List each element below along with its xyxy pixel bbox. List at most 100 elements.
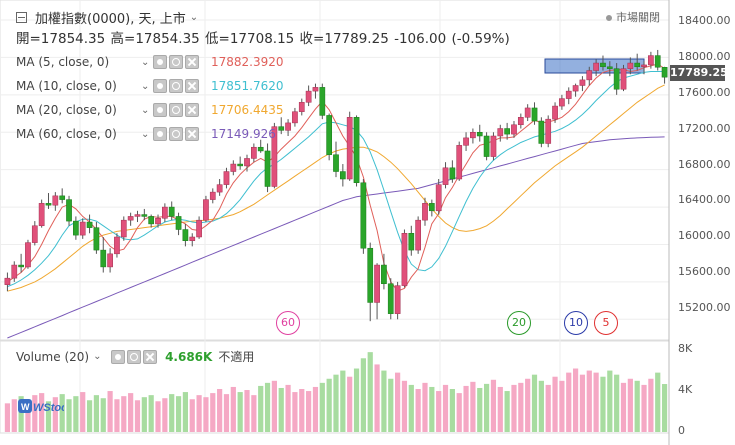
ohlc-summary: 開=17854.35 高=17854.35 低=17708.15 收=17789… (16, 31, 510, 47)
candle-body (162, 206, 168, 219)
candle-body (565, 90, 572, 99)
candle-body (346, 117, 353, 180)
indicator-value: 17706.4435 (211, 103, 284, 117)
volume-bar (360, 358, 366, 432)
candle-body (394, 285, 401, 314)
candle-body (449, 167, 456, 180)
indicator-label: MA (60, close, 0) (16, 127, 117, 141)
candle-body (319, 87, 326, 116)
candle-body (648, 55, 654, 66)
market-status: 市場關閉 (606, 9, 660, 25)
candle-body (237, 163, 244, 167)
eye-icon[interactable] (153, 103, 167, 117)
volume-bar (285, 384, 291, 432)
y-tick-label: 18000.00 (678, 50, 731, 63)
volume-bar (572, 368, 579, 432)
eye-icon[interactable] (111, 349, 126, 364)
y-tick-label: 15200.00 (678, 301, 731, 314)
volume-bar (52, 397, 58, 432)
chevron-down-icon[interactable]: ⌄ (93, 351, 102, 362)
candle-body (387, 283, 394, 314)
volume-bar (11, 399, 17, 432)
volume-bar (59, 394, 65, 432)
candle-body (511, 124, 517, 135)
y-tick-label: 17200.00 (678, 122, 731, 135)
chevron-down-icon[interactable]: ⌄ (141, 104, 150, 116)
candle-body (196, 219, 202, 238)
candle-body (216, 184, 223, 193)
gear-icon[interactable] (169, 79, 183, 93)
candle-body (586, 70, 593, 81)
candle-body (18, 264, 24, 268)
volume-bar (114, 399, 120, 432)
candle-body (11, 264, 18, 279)
close-icon[interactable] (185, 103, 199, 117)
ma-marker[interactable]: 10 (564, 311, 588, 335)
gear-icon[interactable] (127, 349, 142, 364)
volume-bar (169, 394, 175, 432)
gear-icon[interactable] (169, 127, 183, 141)
volume-bar (264, 382, 271, 432)
volume-bar (66, 399, 72, 432)
volume-bar (299, 389, 305, 432)
volume-legend[interactable]: Volume (20) ⌄ 4.686K 不適用 (16, 348, 254, 365)
last-price-tag: 17789.25 (670, 65, 728, 81)
volume-bar (422, 382, 428, 432)
chart-title: 加權指數(0000), 天, 上市 (35, 12, 186, 27)
candle-body (353, 117, 360, 184)
eye-icon[interactable] (153, 55, 167, 69)
volume-bar (367, 352, 373, 432)
gear-icon[interactable] (169, 103, 183, 117)
candle-body (381, 264, 387, 285)
candle-body (504, 128, 510, 135)
candle-body (456, 145, 463, 180)
candle-body (52, 195, 59, 206)
close-icon[interactable] (143, 349, 158, 364)
chevron-down-icon[interactable]: ⌄ (189, 12, 199, 23)
volume-bar (155, 401, 161, 432)
candle-body (251, 146, 257, 159)
indicator-ma5[interactable]: MA (5, close, 0) ⌄ 17882.3920 (16, 53, 284, 71)
ma-marker[interactable]: 60 (276, 311, 300, 335)
eye-icon[interactable] (153, 79, 167, 93)
volume-bar (634, 380, 640, 432)
chevron-down-icon[interactable]: ⌄ (141, 56, 150, 68)
volume-bar (442, 384, 449, 432)
collapse-icon[interactable] (16, 12, 27, 23)
close-icon[interactable] (185, 79, 199, 93)
volume-bar (203, 397, 209, 432)
candle-body (100, 249, 107, 268)
volume-bar (80, 392, 86, 432)
volume-bar (210, 393, 216, 432)
market-status-text: 市場關閉 (616, 11, 660, 24)
ma-marker[interactable]: 5 (594, 311, 618, 335)
chevron-down-icon[interactable]: ⌄ (141, 80, 150, 92)
indicator-ma60[interactable]: MA (60, close, 0) ⌄ 17149.926 (16, 125, 276, 143)
volume-bar (230, 386, 236, 432)
candle-body (661, 67, 668, 78)
candle-body (641, 64, 647, 68)
volume-bar (223, 394, 230, 432)
volume-bar (306, 391, 312, 432)
volume-bar (292, 392, 298, 432)
indicator-ma10[interactable]: MA (10, close, 0) ⌄ 17851.7620 (16, 77, 284, 95)
candle-body (25, 242, 31, 268)
y-tick-label: 15600.00 (678, 265, 731, 278)
volume-bar (237, 392, 243, 432)
close-icon[interactable] (185, 127, 199, 141)
volume-bar (45, 401, 52, 432)
volume-bar (600, 376, 606, 432)
indicator-value: 17882.3920 (211, 55, 284, 69)
candle-body (312, 87, 319, 92)
indicator-ma20[interactable]: MA (20, close, 0) ⌄ 17706.4435 (16, 101, 284, 119)
volume-bar (627, 378, 633, 432)
gear-icon[interactable] (169, 55, 183, 69)
volume-label: Volume (20) (16, 349, 90, 364)
volume-bar (531, 374, 538, 432)
chevron-down-icon[interactable]: ⌄ (141, 128, 150, 140)
candle-body (86, 221, 93, 228)
eye-icon[interactable] (153, 127, 167, 141)
ma-marker[interactable]: 20 (507, 311, 531, 335)
close-icon[interactable] (185, 55, 199, 69)
